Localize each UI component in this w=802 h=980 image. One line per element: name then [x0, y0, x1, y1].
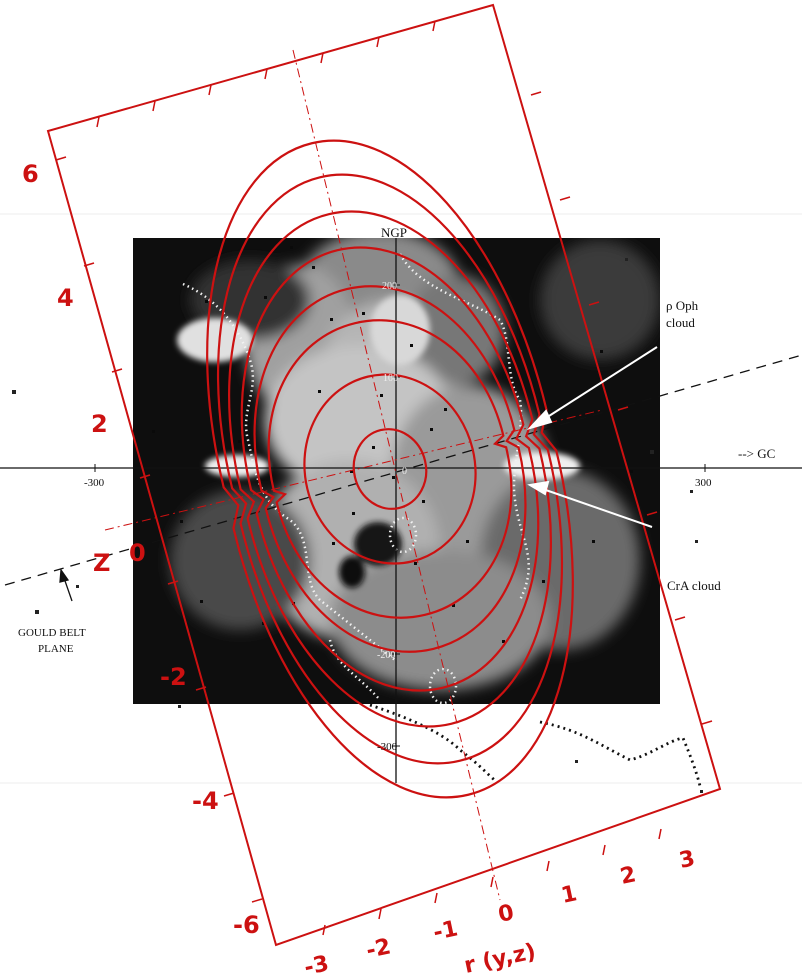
r-tick-neg2: -2: [364, 934, 393, 964]
gc-direction-label: --> GC: [738, 446, 775, 461]
model-contour-inner: [303, 373, 477, 565]
rho-oph-label-line1: ρ Oph: [666, 298, 699, 313]
model-contour-outer: [253, 285, 527, 653]
outer-dotted-boundary: [369, 703, 702, 787]
gould-belt-label-line1: GOULD BELT: [18, 627, 86, 639]
density-map-image: [133, 238, 660, 704]
ngp-label: NGP: [381, 225, 407, 240]
r-tick-neg3: -3: [302, 951, 331, 980]
gould-belt-arrow: [59, 568, 73, 602]
r-tick-2: 2: [618, 862, 638, 890]
z-tick-4: 4: [57, 284, 74, 312]
model-contour-inner: [352, 428, 428, 510]
y-tick-100: 100: [383, 373, 398, 384]
model-frame-ticks: [55, 20, 713, 936]
model-contours: [206, 139, 574, 799]
x-tick-neg300: -300: [84, 477, 105, 489]
z-tick-2: 2: [91, 410, 108, 438]
y-tick-0: 0: [402, 466, 407, 477]
r-tick-0: 0: [496, 900, 516, 928]
rho-oph-label-line2: cloud: [666, 315, 695, 330]
model-contour-outer: [228, 210, 552, 728]
z-tick-neg2: -2: [160, 663, 187, 691]
model-contour-outer: [216, 173, 564, 765]
r-axis-label: r (y,z): [462, 939, 538, 979]
y-tick-neg300: -300: [377, 741, 398, 753]
map-axes: [0, 238, 802, 783]
model-contour-outer: [206, 139, 574, 799]
r-tick-3: 3: [677, 846, 697, 874]
annotation-arrows: [526, 346, 658, 528]
x-tick-300: 300: [695, 477, 712, 489]
cra-cloud-label: CrA cloud: [667, 578, 721, 593]
model-contour-outer: [267, 319, 513, 619]
model-frame-border: [46, 3, 722, 947]
z-axis-label: Z: [93, 549, 110, 577]
r-tick-neg1: -1: [431, 916, 460, 946]
z-tick-6: 6: [22, 160, 39, 188]
r-tick-1: 1: [559, 881, 579, 909]
gould-belt-label-line2: PLANE: [38, 643, 74, 655]
z-tick-neg6: -6: [233, 911, 260, 939]
z-tick-0: 0: [129, 539, 146, 567]
y-tick-200: 200: [382, 281, 397, 292]
y-tick-neg200: -200: [377, 650, 395, 661]
model-contour-outer: [240, 246, 540, 692]
outside-star-markers: [12, 258, 703, 793]
gould-belt-plane-line: [4, 354, 802, 586]
z-tick-neg4: -4: [192, 787, 219, 815]
